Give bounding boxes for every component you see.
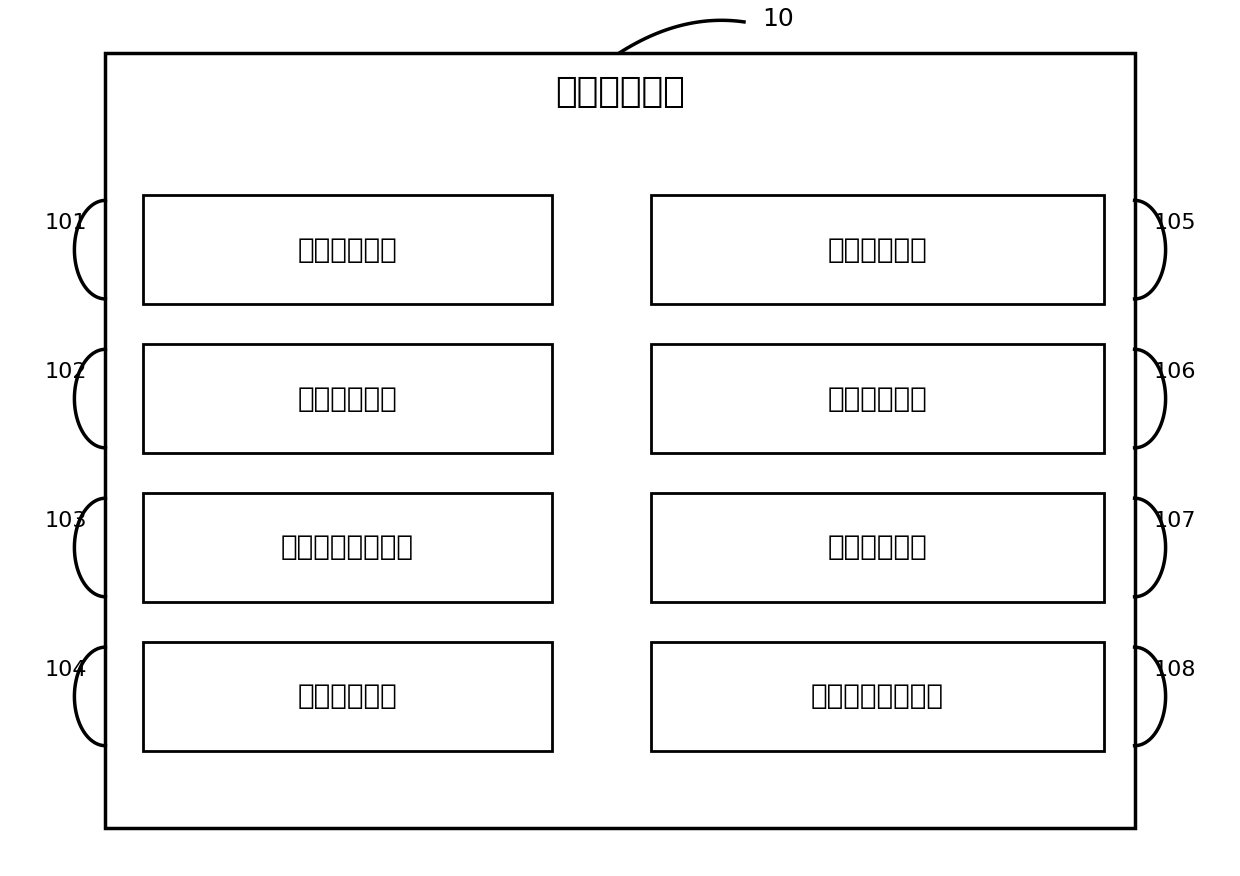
Text: 设置可见模块: 设置可见模块	[827, 385, 928, 413]
Text: 删除数据存储模块: 删除数据存储模块	[280, 533, 414, 562]
Bar	[143, 492, 552, 603]
Text: 105: 105	[1153, 214, 1195, 233]
Bar	[651, 492, 1104, 603]
Bar	[105, 53, 1135, 828]
Text: 101: 101	[45, 214, 87, 233]
Bar	[143, 641, 552, 752]
Text: 数据处理系统: 数据处理系统	[556, 75, 684, 109]
Text: 操作检测模块: 操作检测模块	[298, 236, 397, 264]
Text: 数据同步模块: 数据同步模块	[298, 385, 397, 413]
Text: 104: 104	[45, 661, 87, 680]
Bar	[651, 195, 1104, 305]
Text: 功能开发模块: 功能开发模块	[827, 533, 928, 562]
Bar	[143, 195, 552, 305]
Text: 108: 108	[1153, 661, 1195, 680]
Bar	[651, 641, 1104, 752]
Text: 106: 106	[1153, 363, 1195, 382]
Bar	[651, 343, 1104, 454]
Text: 103: 103	[45, 512, 87, 531]
Text: 107: 107	[1153, 512, 1195, 531]
Text: 10: 10	[763, 7, 795, 32]
Text: 102: 102	[45, 363, 87, 382]
Text: 存储容积检测模块: 存储容积检测模块	[811, 682, 944, 710]
Text: 停止同步模块: 停止同步模块	[298, 682, 397, 710]
Bar	[143, 343, 552, 454]
Text: 添加标识模块: 添加标识模块	[827, 236, 928, 264]
